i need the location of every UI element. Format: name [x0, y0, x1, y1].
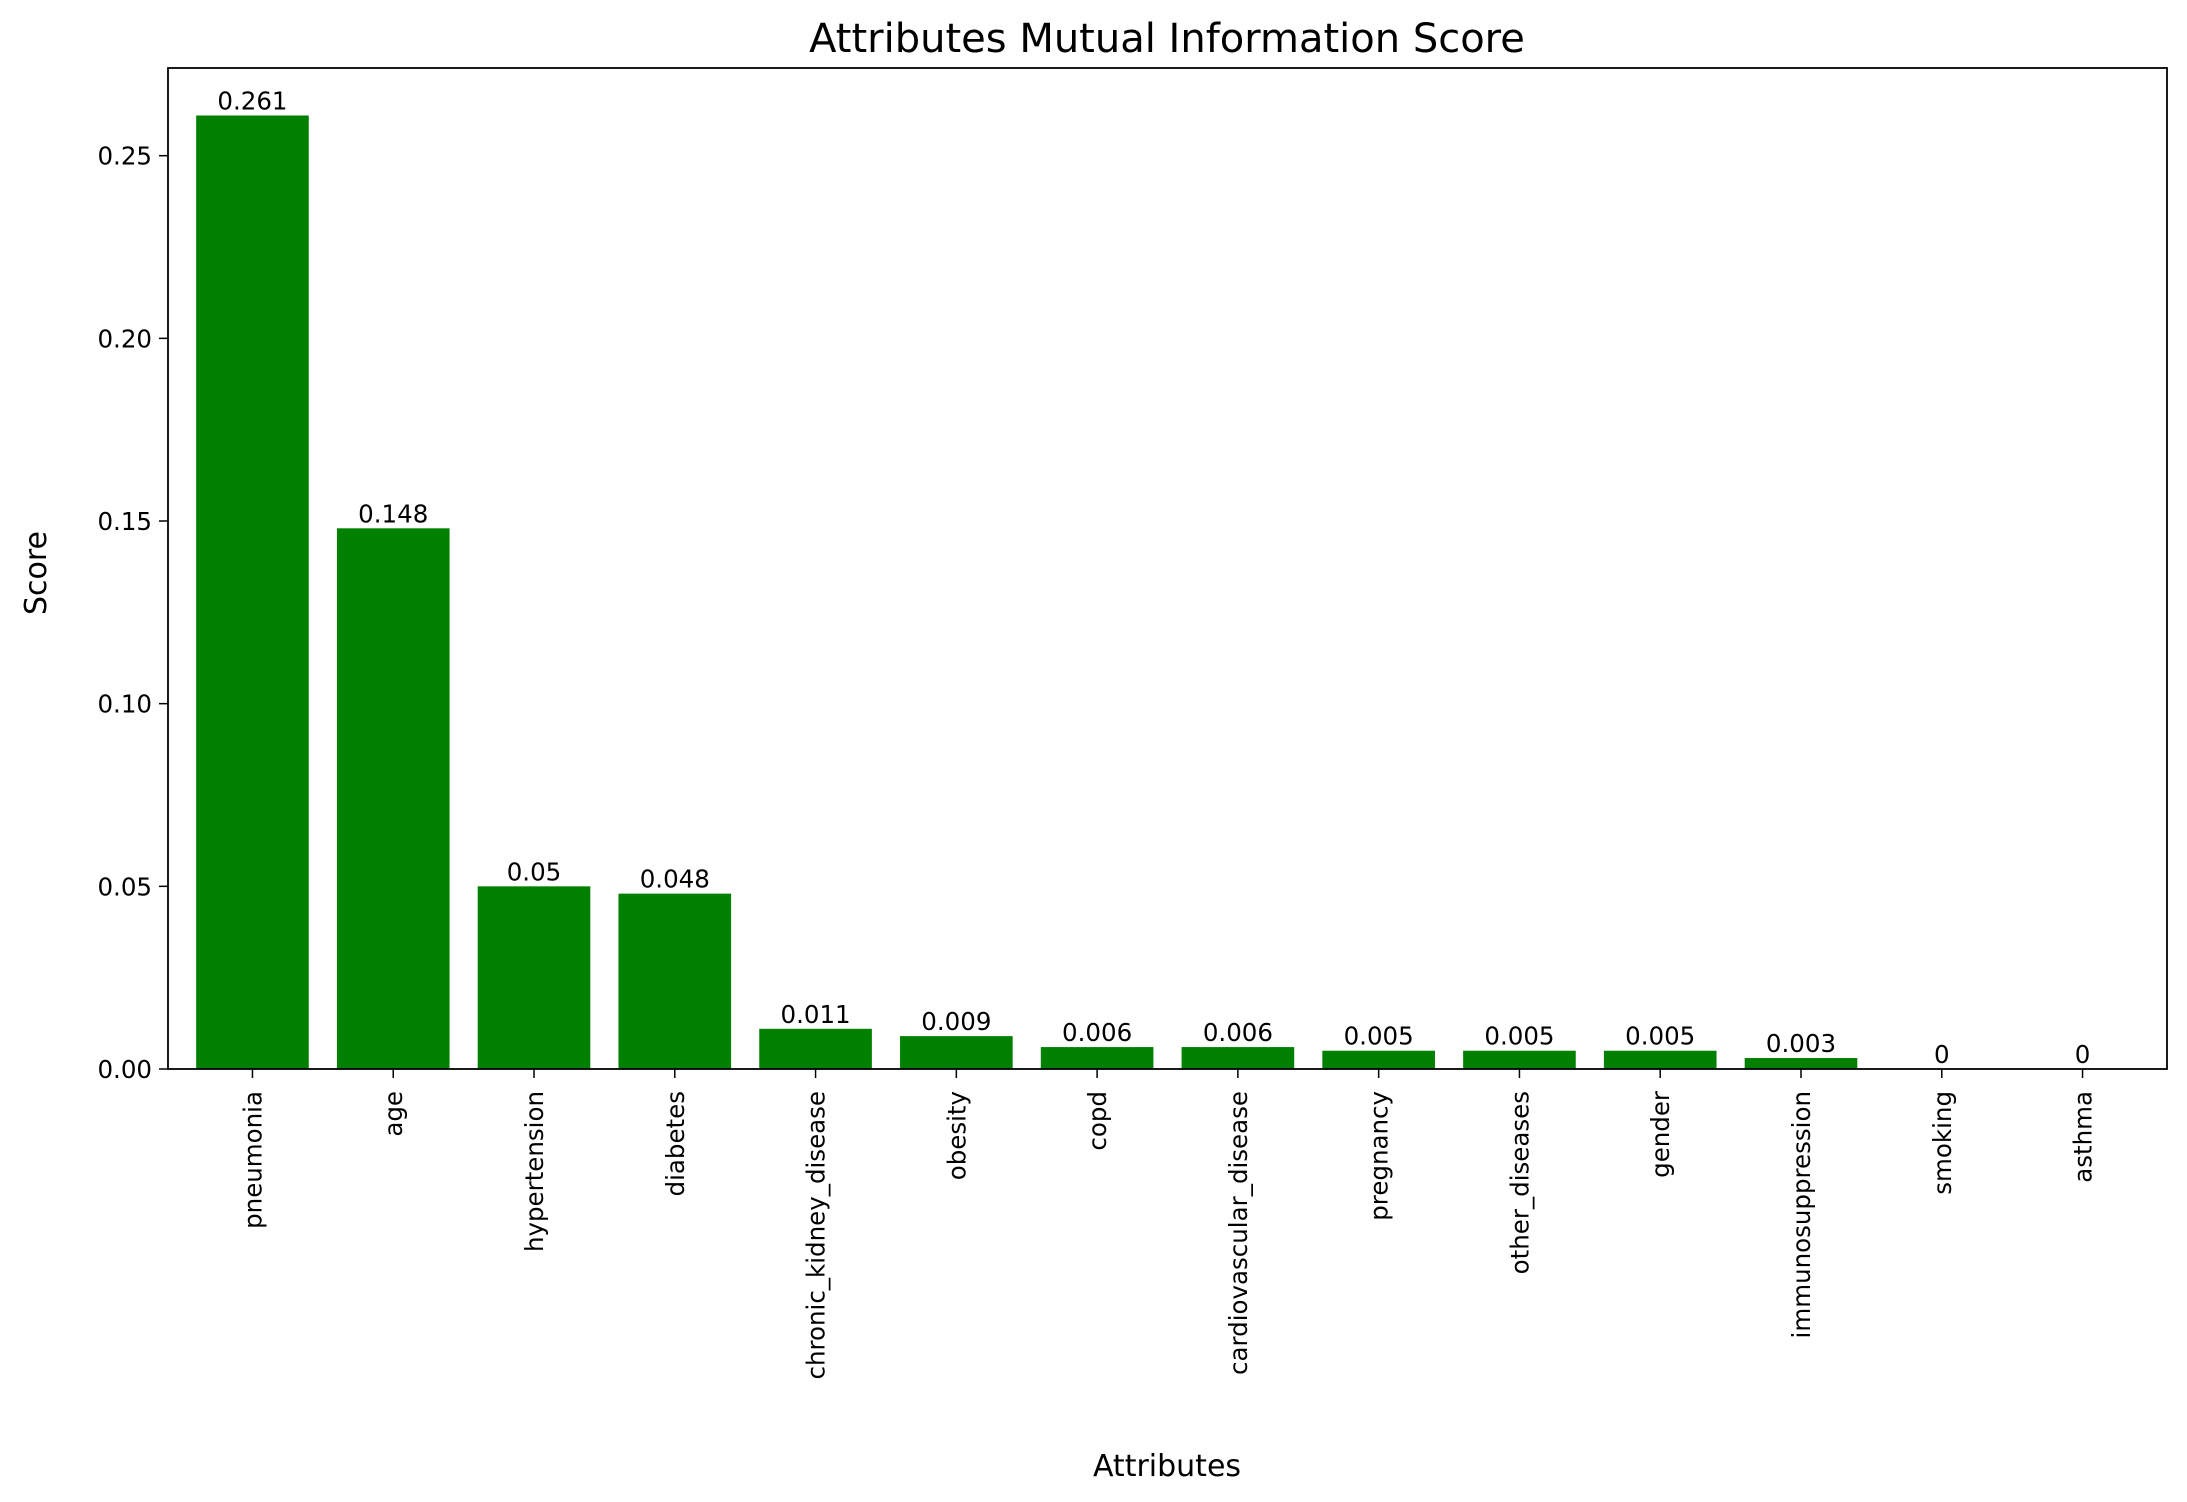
- y-tick-label: 0.20: [97, 324, 152, 353]
- bar-obesity: [900, 1036, 1013, 1069]
- y-axis-label: Score: [19, 531, 54, 615]
- data-label-age: 0.148: [358, 499, 428, 528]
- y-tick-label: 0.05: [97, 872, 152, 901]
- bar-immunosuppression: [1744, 1058, 1858, 1069]
- axes-frame: [167, 67, 2168, 1070]
- bar-gender: [1603, 1050, 1717, 1069]
- x-tick-label-chronic_kidney_disease: chronic_kidney_disease: [802, 1091, 831, 1380]
- x-tick-label-age: age: [379, 1091, 408, 1137]
- x-axis-label: Attributes: [1093, 1449, 1241, 1484]
- data-label-immunosuppression: 0.003: [1766, 1029, 1836, 1058]
- x-tick-label-smoking: smoking: [1928, 1091, 1957, 1195]
- x-tick-label-gender: gender: [1646, 1090, 1675, 1178]
- data-label-gender: 0.005: [1625, 1022, 1695, 1051]
- x-tick-label-asthma: asthma: [2069, 1091, 2098, 1183]
- bar-chronic_kidney_disease: [759, 1028, 872, 1069]
- data-label-other_diseases: 0.005: [1484, 1022, 1554, 1051]
- y-tick-label: 0.00: [97, 1055, 152, 1084]
- x-tick-label-other_diseases: other_diseases: [1505, 1091, 1534, 1274]
- x-tick-label-copd: copd: [1083, 1091, 1112, 1151]
- x-tick-label-pneumonia: pneumonia: [238, 1091, 267, 1229]
- x-tick-label-hypertension: hypertension: [520, 1091, 549, 1252]
- data-label-copd: 0.006: [1062, 1018, 1132, 1047]
- x-tick-label-obesity: obesity: [942, 1091, 971, 1180]
- bar-age: [336, 528, 450, 1069]
- x-tick-label-immunosuppression: immunosuppression: [1787, 1091, 1816, 1338]
- y-tick-label: 0.25: [97, 142, 152, 171]
- data-label-pneumonia: 0.261: [217, 86, 287, 115]
- x-tick-label-cardiovascular_disease: cardiovascular_disease: [1224, 1091, 1253, 1375]
- bar-copd: [1040, 1047, 1154, 1069]
- y-tick-label: 0.15: [97, 507, 152, 536]
- data-label-smoking: 0: [1934, 1040, 1950, 1069]
- bar-diabetes: [618, 893, 732, 1069]
- data-label-pregnancy: 0.005: [1344, 1022, 1414, 1051]
- bar-pneumonia: [196, 115, 309, 1070]
- x-tick-label-pregnancy: pregnancy: [1365, 1091, 1394, 1221]
- bar-pregnancy: [1322, 1050, 1435, 1069]
- y-tick-label: 0.10: [97, 690, 152, 719]
- data-label-obesity: 0.009: [921, 1007, 991, 1036]
- data-label-diabetes: 0.048: [640, 865, 710, 894]
- data-label-chronic_kidney_disease: 0.011: [780, 1000, 850, 1029]
- data-label-cardiovascular_disease: 0.006: [1203, 1018, 1273, 1047]
- x-tick-label-diabetes: diabetes: [661, 1091, 690, 1196]
- bar-cardiovascular_disease: [1181, 1047, 1295, 1069]
- plot-area: 0.261 0.148 0.05 0.048 0.011 0.009 0.006 0.006 0…: [97, 67, 2168, 1380]
- data-label-hypertension: 0.05: [507, 857, 562, 886]
- data-label-asthma: 0: [2075, 1040, 2091, 1069]
- chart-title: Attributes Mutual Information Score: [809, 16, 1525, 62]
- bar-other_diseases: [1463, 1050, 1576, 1069]
- bar-hypertension: [477, 886, 591, 1069]
